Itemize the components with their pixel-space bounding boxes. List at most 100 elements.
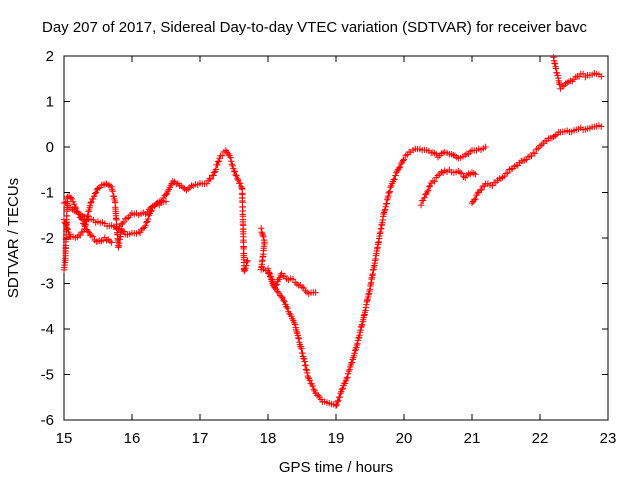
- data-point-marker: [295, 334, 302, 342]
- y-tick-label: -3: [41, 276, 54, 293]
- data-point-marker: [258, 228, 265, 236]
- data-point-marker: [478, 186, 485, 193]
- data-point-marker: [382, 203, 389, 210]
- x-tick-label: 15: [56, 430, 73, 447]
- data-point-marker: [456, 169, 464, 176]
- data-point-marker: [392, 172, 399, 179]
- data-point-marker: [292, 321, 299, 328]
- data-point-marker: [78, 216, 86, 223]
- data-point-marker: [83, 217, 90, 224]
- data-point-marker: [302, 361, 309, 369]
- data-point-marker: [215, 157, 223, 165]
- data-point-marker: [84, 213, 91, 220]
- data-point-marker: [232, 171, 239, 179]
- data-point-marker: [259, 230, 266, 238]
- data-point-marker: [300, 355, 307, 362]
- data-point-marker: [79, 228, 87, 235]
- data-point-marker: [110, 193, 118, 200]
- data-point-marker: [274, 288, 281, 295]
- data-point-marker: [301, 358, 308, 365]
- data-point-marker: [75, 210, 82, 218]
- data-point-marker: [136, 229, 144, 236]
- data-point-marker: [399, 157, 407, 164]
- data-point-marker: [336, 393, 343, 401]
- data-point-marker: [533, 146, 540, 153]
- data-point-marker: [228, 161, 236, 168]
- data-point-marker: [386, 189, 393, 196]
- x-tick-label: 21: [464, 430, 481, 447]
- data-point-marker: [381, 207, 388, 215]
- data-point-marker: [123, 215, 131, 222]
- x-axis-ticks: 15 16 17 18 19 20 21 22 23: [56, 56, 616, 447]
- data-point-marker: [293, 328, 300, 336]
- chart-title: Day 207 of 2017, Sidereal Day-to-day VTE…: [42, 19, 587, 36]
- data-point-marker: [143, 219, 150, 226]
- y-tick-label: 0: [46, 139, 54, 156]
- data-point-marker: [351, 347, 359, 354]
- x-tick-label: 22: [532, 430, 549, 447]
- data-point-marker: [243, 262, 250, 269]
- data-point-marker: [92, 189, 100, 196]
- data-point-marker: [144, 215, 152, 223]
- data-markers: [60, 54, 605, 410]
- data-point-marker: [164, 187, 172, 195]
- data-point-marker: [87, 199, 94, 207]
- data-point-marker: [334, 398, 341, 405]
- data-point-marker: [67, 194, 74, 201]
- data-point-marker: [210, 172, 217, 179]
- data-point-marker: [302, 287, 309, 295]
- data-point-marker: [425, 187, 432, 194]
- data-point-marker: [391, 176, 398, 183]
- data-point-marker: [284, 304, 291, 312]
- data-point-marker: [351, 350, 358, 357]
- data-point-marker: [234, 175, 241, 183]
- data-point-marker: [429, 149, 437, 156]
- data-point-marker: [358, 321, 366, 328]
- data-point-marker: [281, 298, 288, 305]
- data-point-marker: [231, 168, 239, 175]
- data-point-marker: [332, 402, 340, 410]
- data-point-marker: [212, 166, 220, 173]
- data-point-marker: [383, 200, 390, 207]
- data-point-marker: [84, 211, 92, 219]
- data-point-marker: [530, 149, 537, 157]
- data-point-marker: [298, 345, 305, 352]
- x-tick-label: 18: [260, 430, 277, 447]
- data-point-marker: [385, 192, 392, 200]
- data-point-marker: [427, 182, 434, 190]
- data-point-marker: [108, 186, 116, 193]
- data-point-marker: [211, 169, 218, 176]
- data-point-marker: [312, 289, 319, 296]
- data-point-marker: [472, 195, 479, 203]
- data-point-marker: [598, 123, 605, 130]
- data-point-marker: [108, 183, 115, 191]
- data-point-marker: [302, 366, 310, 373]
- data-point-marker: [237, 180, 244, 187]
- data-point-marker: [433, 150, 440, 158]
- data-point-marker: [380, 210, 387, 218]
- data-point-marker: [431, 178, 438, 185]
- data-point-marker: [531, 150, 539, 157]
- data-point-marker: [109, 188, 116, 195]
- data-point-marker: [499, 174, 506, 181]
- y-tick-label: -1: [41, 185, 54, 202]
- data-point-marker: [472, 171, 479, 178]
- data-point-marker: [91, 236, 98, 244]
- data-point-marker: [162, 191, 170, 198]
- x-tick-label: 16: [124, 430, 141, 447]
- y-tick-label: -6: [41, 412, 54, 429]
- data-point-marker: [77, 231, 84, 239]
- data-point-marker: [303, 367, 310, 374]
- data-point-marker: [306, 377, 313, 384]
- data-point-marker: [259, 231, 267, 239]
- data-point-marker: [203, 180, 210, 187]
- data-point-marker: [417, 201, 425, 209]
- data-point-marker: [214, 158, 222, 166]
- data-point-marker: [280, 297, 287, 304]
- data-point-marker: [554, 74, 562, 82]
- data-point-marker: [381, 206, 389, 213]
- data-point-marker: [120, 218, 128, 226]
- data-point-marker: [219, 152, 226, 159]
- data-point-marker: [230, 167, 238, 175]
